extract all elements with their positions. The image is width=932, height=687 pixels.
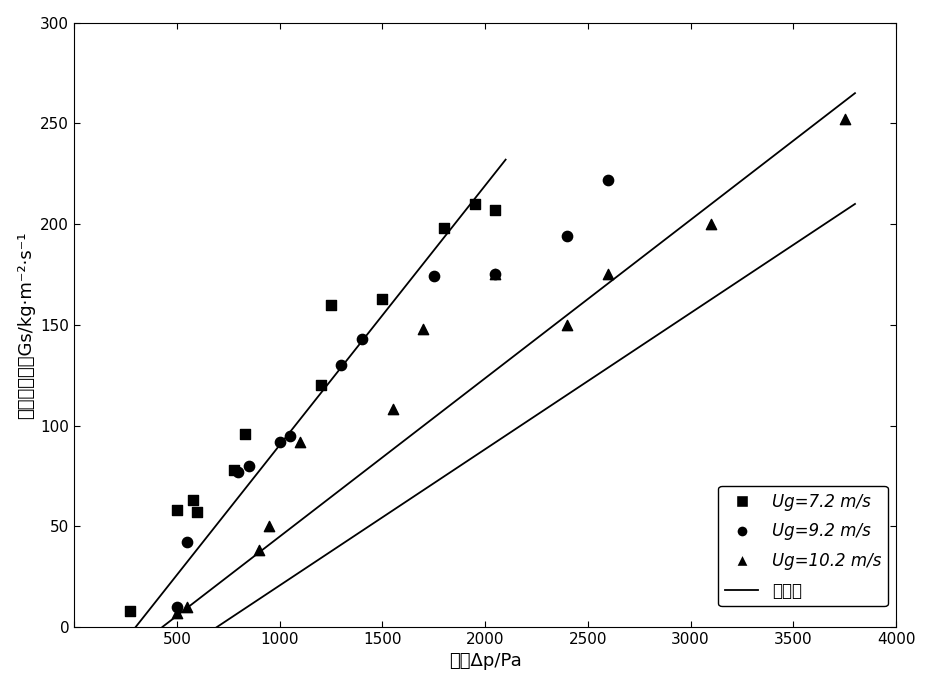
Point <box>313 380 328 391</box>
Point <box>272 436 287 447</box>
Point <box>416 324 431 335</box>
Point <box>601 269 616 280</box>
Point <box>488 205 503 216</box>
Point <box>293 436 308 447</box>
Point <box>180 537 195 548</box>
Point <box>334 359 349 370</box>
Point <box>252 545 267 556</box>
Point <box>354 333 369 344</box>
Point <box>323 299 338 310</box>
X-axis label: 压降Δp/Pa: 压降Δp/Pa <box>448 653 522 671</box>
Point <box>231 466 246 477</box>
Point <box>560 231 575 242</box>
Point <box>385 404 400 415</box>
Point <box>190 506 205 517</box>
Point <box>237 428 252 439</box>
Y-axis label: 颗粒质量流率Gs/kg·m⁻²·s⁻¹: 颗粒质量流率Gs/kg·m⁻²·s⁻¹ <box>17 231 34 418</box>
Point <box>170 607 185 618</box>
Point <box>375 293 390 304</box>
Point <box>185 495 200 506</box>
Point <box>467 199 482 210</box>
Point <box>170 504 185 515</box>
Point <box>601 174 616 185</box>
Point <box>122 605 137 616</box>
Point <box>837 114 852 125</box>
Point <box>262 521 277 532</box>
Point <box>488 269 503 280</box>
Legend: Ug=7.2 m/s, Ug=9.2 m/s, Ug=10.2 m/s, 计算値: Ug=7.2 m/s, Ug=9.2 m/s, Ug=10.2 m/s, 计算値 <box>719 486 888 607</box>
Point <box>488 269 503 280</box>
Point <box>170 601 185 612</box>
Point <box>426 271 441 282</box>
Point <box>282 430 297 441</box>
Point <box>241 460 256 471</box>
Point <box>560 319 575 330</box>
Point <box>436 223 451 234</box>
Point <box>226 464 241 475</box>
Point <box>180 601 195 612</box>
Point <box>704 218 719 229</box>
